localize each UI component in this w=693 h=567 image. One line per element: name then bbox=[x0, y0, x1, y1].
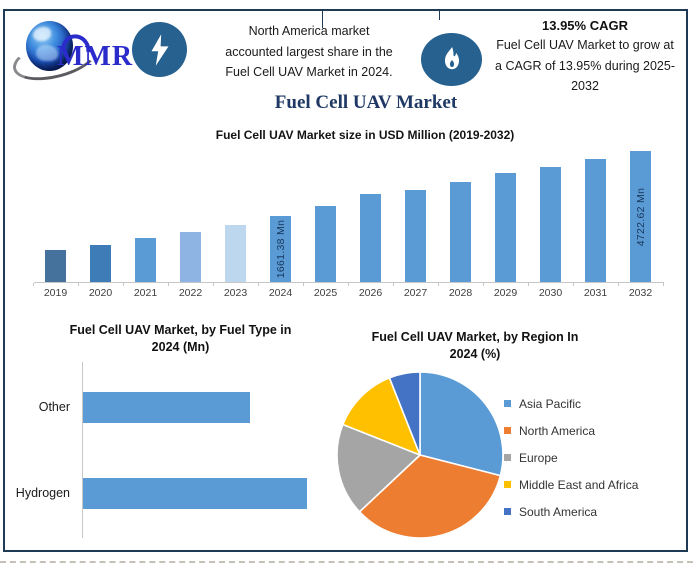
legend-marker bbox=[504, 454, 511, 461]
legend-item-south-america: South America bbox=[504, 498, 638, 525]
bottom-dashed-line bbox=[0, 561, 693, 563]
flame-icon bbox=[421, 33, 482, 86]
legend-label: Asia Pacific bbox=[519, 396, 582, 411]
fuel-type-chart-title: Fuel Cell UAV Market, by Fuel Type in 20… bbox=[69, 323, 292, 354]
pie-chart bbox=[336, 371, 504, 539]
page-title: Fuel Cell UAV Market bbox=[274, 92, 458, 113]
pie-slice-north-america bbox=[358, 454, 502, 539]
pie-legend: Asia Pacific North America Europe Middle Ea… bbox=[504, 390, 638, 525]
legend-item-europe: Europe bbox=[504, 444, 638, 471]
cagr-block: 13.95% CAGR Fuel Cell UAV Market to grow… bbox=[482, 18, 688, 97]
legend-item-middle-east-and-africa: Middle East and Africa bbox=[504, 471, 638, 498]
legend-item-north-america: North America bbox=[504, 417, 638, 444]
lightning-bolt-glyph bbox=[151, 33, 168, 66]
legend-marker bbox=[504, 508, 511, 515]
lightning-bolt-icon bbox=[132, 22, 187, 77]
pie-slice-asia-pacific bbox=[419, 371, 504, 477]
legend-label: Middle East and Africa bbox=[519, 477, 639, 492]
flame-glyph bbox=[444, 46, 459, 69]
legend-label: Europe bbox=[519, 450, 558, 465]
legend-marker bbox=[504, 427, 511, 434]
pie-slice-europe bbox=[336, 423, 422, 513]
bar-chart-title: Fuel Cell UAV Market size in USD Million… bbox=[215, 128, 515, 142]
cagr-note: Fuel Cell UAV Market to grow at a CAGR of… bbox=[495, 38, 675, 93]
globe-logo-icon bbox=[26, 21, 73, 71]
logo-mmr-text: MMR bbox=[57, 41, 134, 72]
legend-marker bbox=[504, 481, 511, 488]
fuel-type-chart-axis bbox=[82, 362, 83, 538]
pie-slice-middle-east-and-africa bbox=[341, 376, 422, 457]
legend-item-asia-pacific: Asia Pacific bbox=[504, 390, 638, 417]
header-divider-stub-right bbox=[439, 10, 440, 20]
header-divider-stub-left bbox=[322, 10, 323, 28]
bar-chart-x-axis bbox=[34, 282, 664, 283]
legend-marker bbox=[504, 400, 511, 407]
cagr-title: 13.95% CAGR bbox=[542, 18, 628, 33]
pie-slice-south-america bbox=[388, 371, 421, 456]
legend-label: North America bbox=[519, 423, 596, 438]
pie-chart-title: Fuel Cell UAV Market, by Region In 2024 … bbox=[371, 330, 579, 361]
north-america-note: North America market accounted largest sh… bbox=[225, 24, 393, 79]
legend-label: South America bbox=[519, 504, 598, 519]
